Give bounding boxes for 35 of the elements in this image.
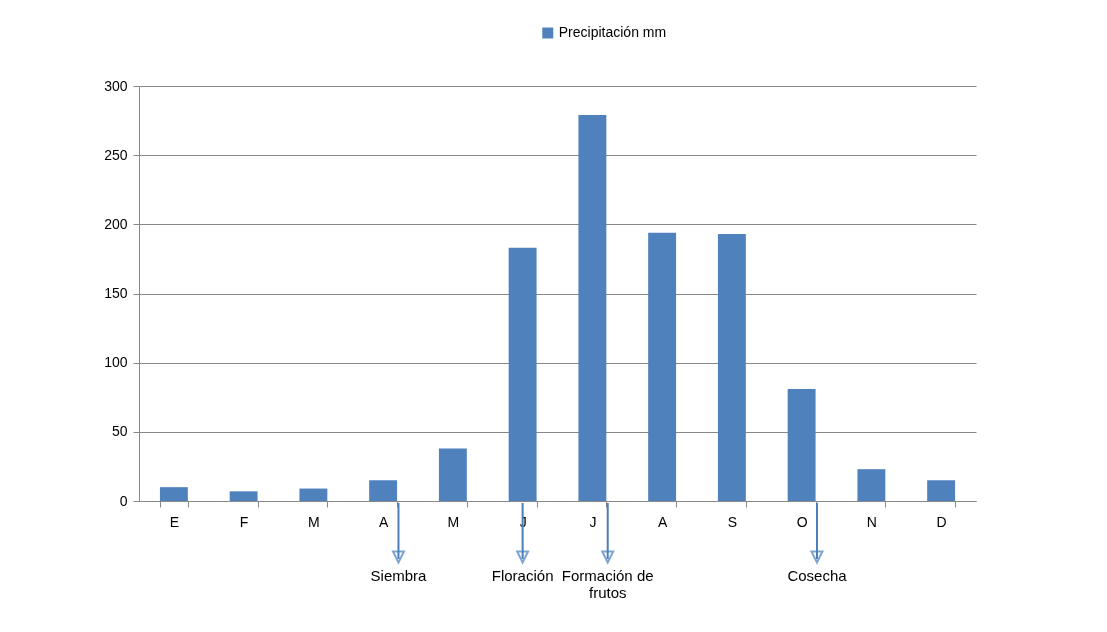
y-tick-label: 0 bbox=[119, 492, 128, 509]
bar bbox=[299, 488, 328, 501]
bar bbox=[508, 247, 537, 501]
text: Siembra bbox=[370, 567, 428, 584]
x-tick-label: E bbox=[169, 513, 180, 530]
bar bbox=[578, 115, 607, 501]
x-tick-label: M bbox=[447, 513, 460, 530]
text: Cosecha bbox=[787, 567, 848, 584]
x-tick-label: A bbox=[378, 513, 389, 530]
bar bbox=[159, 487, 188, 501]
y-tick-label: 100 bbox=[104, 354, 128, 371]
text: Floración bbox=[491, 567, 554, 584]
x-tick-label: S bbox=[727, 513, 738, 530]
x-tick-label: D bbox=[936, 513, 947, 530]
bar bbox=[787, 388, 816, 501]
y-tick-label: 200 bbox=[104, 215, 128, 232]
bar bbox=[229, 491, 258, 501]
y-tick-label: 50 bbox=[111, 423, 128, 440]
x-tick-label: N bbox=[866, 513, 877, 530]
bar bbox=[857, 469, 886, 501]
y-tick-label: 150 bbox=[104, 285, 128, 301]
text: Formación de frutos bbox=[561, 567, 654, 601]
bar bbox=[927, 480, 956, 501]
x-tick-label: F bbox=[239, 513, 249, 530]
bar bbox=[717, 234, 746, 501]
legend-label: Precipitación mm bbox=[558, 24, 667, 40]
bar bbox=[438, 448, 467, 501]
y-tick-label: 300 bbox=[104, 77, 128, 94]
bar bbox=[369, 480, 398, 501]
y-tick-label: 250 bbox=[104, 146, 128, 163]
x-tick-label: A bbox=[657, 513, 668, 530]
x-tick-label: M bbox=[308, 513, 320, 530]
x-tick-label: J bbox=[589, 513, 597, 530]
x-tick-label: O bbox=[796, 513, 808, 530]
bar bbox=[648, 232, 677, 501]
